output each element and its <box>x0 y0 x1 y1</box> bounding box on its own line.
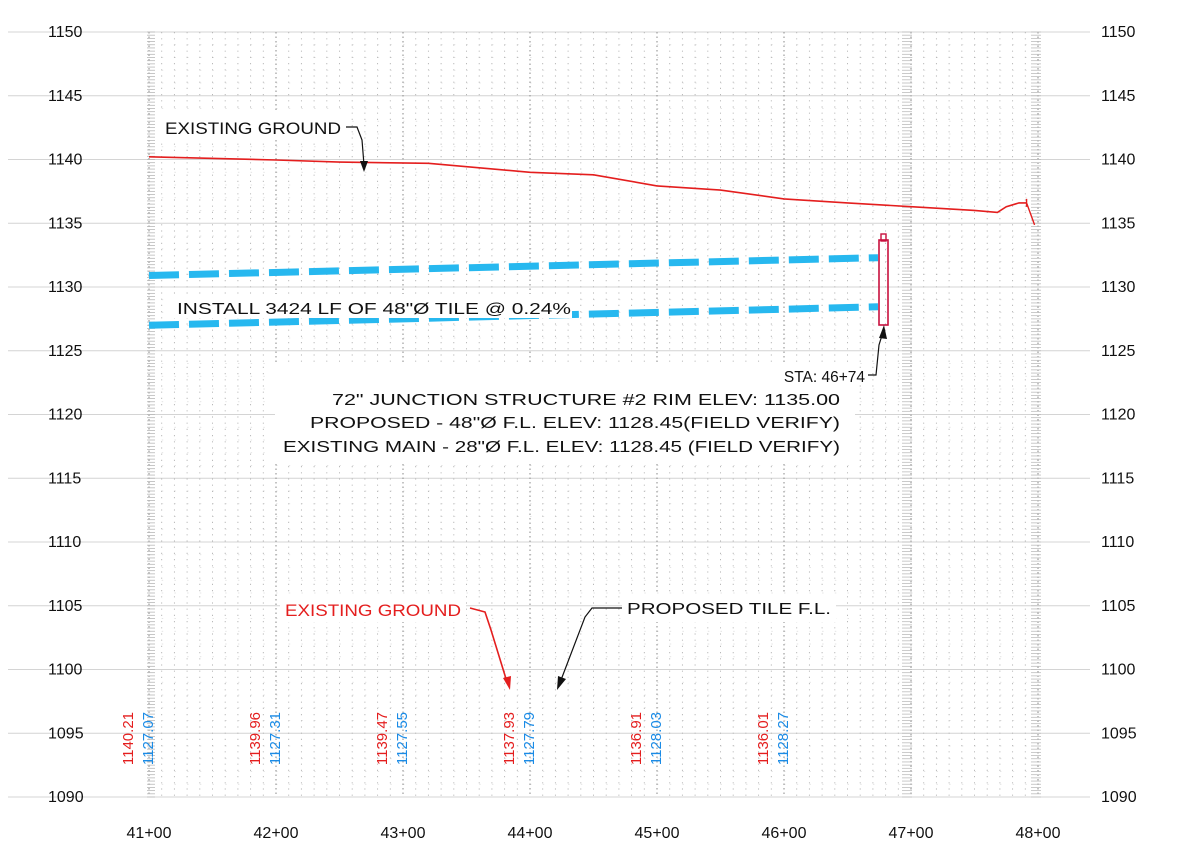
structure-rim-note: 72" JUNCTION STRUCTURE #2 RIM ELEV: 1135… <box>332 392 841 409</box>
structure-leader <box>868 331 884 376</box>
elevation-label-right: 1090 <box>1101 789 1137 806</box>
ground-elevation-value: 1139.47 <box>374 712 391 765</box>
ground-elevation-value: 1139.96 <box>247 712 264 765</box>
tile-elevation-value: 1128.03 <box>648 712 665 765</box>
junction-structure <box>878 239 889 326</box>
elevation-label-right: 1135 <box>1101 215 1136 232</box>
elevation-label-left: 1125 <box>48 343 83 360</box>
elevation-label-left: 1090 <box>48 789 84 806</box>
red-leader <box>469 607 508 683</box>
legend-existing-ground: EXISTING GROUND <box>285 601 461 620</box>
station-label: 42+00 <box>254 825 299 842</box>
station-label: 41+00 <box>127 825 172 842</box>
elevation-label-left: 1145 <box>48 88 83 105</box>
legend-tile-bg <box>622 594 836 622</box>
elevation-label-right: 1150 <box>1101 24 1136 41</box>
legend-proposed-tile: PROPOSED TILE F.L. <box>627 601 831 618</box>
elevation-label-right: 1140 <box>1101 152 1136 169</box>
red-arrow <box>503 676 511 690</box>
elevation-label-right: 1095 <box>1101 725 1137 742</box>
elevation-label-right: 1125 <box>1101 343 1136 360</box>
elevation-labels-left: 1150 1145 1140 1135 1130 1125 1120 1115 1110 1105… <box>48 24 84 806</box>
station-label: 46+00 <box>762 825 807 842</box>
elevation-label-left: 1105 <box>48 598 83 615</box>
ground-elevation-value: 1140.21 <box>120 712 137 765</box>
elevation-label-right: 1105 <box>1101 598 1136 615</box>
elevation-label-left: 1115 <box>48 470 81 487</box>
station-label: 43+00 <box>381 825 426 842</box>
elevation-label-right: 1100 <box>1101 662 1136 679</box>
station-label: 47+00 <box>889 825 934 842</box>
elevation-label-right: 1115 <box>1101 470 1134 487</box>
existing-ground-label: EXISTING GROUND <box>165 119 341 138</box>
blue-tile-leader <box>560 607 622 681</box>
station-label: 45+00 <box>635 825 680 842</box>
legend-red-bg <box>280 594 466 622</box>
structure-arrow <box>879 325 887 339</box>
elevation-label-left: 1150 <box>48 24 83 41</box>
elevation-label-left: 1100 <box>48 662 83 679</box>
structure-note-bg <box>275 362 855 462</box>
existing-ground-end <box>1025 198 1036 226</box>
tile-elevation-value: 1127.07 <box>140 712 157 765</box>
elevation-label-left: 1120 <box>48 407 83 424</box>
tile-note-bg <box>172 294 572 318</box>
structure-proposed-note: PROPOSED - 48"Ø F.L. ELEV: 1128.45(FIELD… <box>310 415 840 432</box>
vertical-values: 1140.21 1127.07 1139.96 1127.31 1139.47 1127.… <box>120 712 792 765</box>
structure-existing-note: EXISTING MAIN - 28"Ø F.L. ELEV: 1128.45 … <box>283 439 840 456</box>
tile-note: INSTALL 3424 LF OF 48"Ø TILE @ 0.24% <box>177 301 571 318</box>
elevation-label-right: 1130 <box>1101 279 1136 296</box>
tile-elevation-value: 1128.27 <box>775 712 792 765</box>
tile-elevation-value: 1127.55 <box>394 712 411 765</box>
existing-ground-arrow <box>360 161 368 172</box>
elevation-label-right: 1110 <box>1101 534 1134 551</box>
station-labels: 41+00 42+00 43+00 44+00 45+00 46+00 47+00 48+00 <box>127 825 1061 842</box>
elevation-label-left: 1130 <box>48 279 83 296</box>
elevation-label-left: 1095 <box>48 725 84 742</box>
elevation-label-left: 1110 <box>48 534 81 551</box>
existing-ground-bg <box>160 112 346 140</box>
junction-structure-cap <box>880 233 887 242</box>
elevation-labels-right: 1150 1145 1140 1135 1130 1125 1120 1115 1110 1105… <box>1101 24 1137 806</box>
tile-top-line <box>148 254 879 279</box>
tile-elevation-value: 1127.31 <box>267 712 284 765</box>
tile-elevation-value: 1127.79 <box>521 712 538 765</box>
ground-elevation-value: 1137.93 <box>501 712 518 765</box>
blue-tile-arrow <box>557 676 566 690</box>
station-label: 44+00 <box>508 825 553 842</box>
elevation-label-left: 1135 <box>48 215 83 232</box>
existing-ground-leader <box>346 126 365 166</box>
structure-station: STA: 46+74 <box>784 369 866 386</box>
station-label: 48+00 <box>1016 825 1061 842</box>
ground-elevation-value: 1136.01 <box>755 712 772 765</box>
ground-elevation-value: 1136.91 <box>628 712 645 765</box>
elevation-label-right: 1120 <box>1101 407 1136 424</box>
elevation-label-right: 1145 <box>1101 88 1136 105</box>
elevation-label-left: 1140 <box>48 152 83 169</box>
existing-ground-line <box>148 156 1027 214</box>
